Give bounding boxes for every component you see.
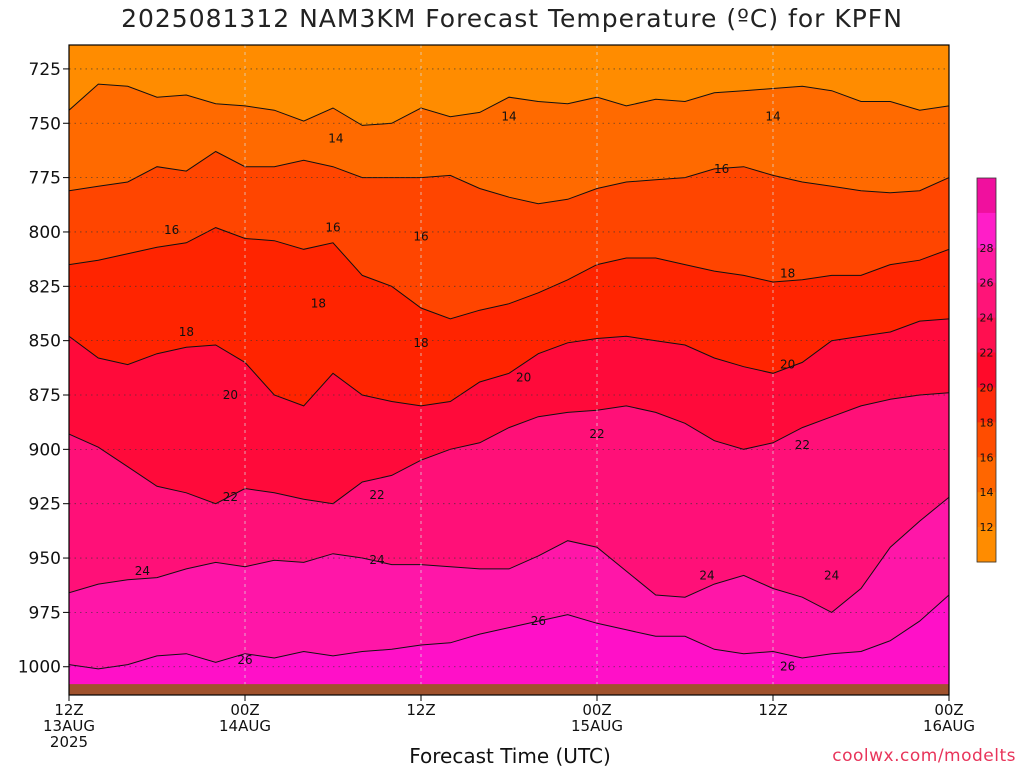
contour-label: 16	[413, 229, 428, 243]
colorbar-tick-label: 12	[980, 521, 994, 534]
contour-label: 22	[223, 490, 238, 504]
plot-frame	[68, 44, 950, 696]
temperature-band	[69, 595, 949, 695]
contour-label: 18	[413, 336, 428, 350]
contour-label: 20	[223, 388, 238, 402]
colorbar-swatch	[977, 457, 996, 493]
x-tick-label: 13AUG	[43, 717, 95, 735]
isotherm-22	[69, 392, 949, 505]
colorbar-swatch	[977, 212, 996, 249]
colorbar-swatch	[977, 492, 996, 528]
colorbar-tick-label: 24	[980, 312, 994, 325]
x-tick-label: 00Z	[230, 701, 259, 719]
colorbar-tick-label: 26	[980, 277, 994, 290]
colorbar-swatch	[977, 178, 996, 214]
isotherm-18	[69, 227, 949, 320]
contour-labels: 14 14 14 16 16 16 16 18 18 18 18 20 20 20 22 22 22 22 24 24…	[135, 110, 840, 674]
terrain-ground	[69, 684, 949, 695]
x-tick-label: 00Z	[582, 701, 611, 719]
terrain-layer	[69, 684, 949, 695]
contour-label: 24	[369, 553, 384, 567]
colorbar-swatch	[977, 527, 996, 563]
chart-title: 2025081312 NAM3KM Forecast Temperature (…	[121, 4, 903, 33]
y-tick-label: 1000	[18, 658, 61, 678]
x-axis-label: Forecast Time (UTC)	[409, 744, 611, 768]
y-tick-label: 725	[29, 60, 61, 80]
temperature-bands	[69, 45, 949, 695]
contour-label: 14	[501, 110, 516, 124]
isotherm-26	[69, 594, 949, 670]
x-tick-label: 12Z	[406, 701, 435, 719]
contour-label: 16	[325, 221, 340, 235]
x-tick-label: 12Z	[54, 701, 83, 719]
isotherm-14	[69, 83, 949, 126]
x-tick-label: 14AUG	[219, 717, 271, 735]
colorbar-swatch	[977, 352, 996, 388]
colorbar-tick-label: 22	[980, 347, 994, 360]
contour-label: 16	[714, 162, 729, 176]
y-tick-label: 975	[29, 603, 61, 623]
x-tick-label: 12Z	[758, 701, 787, 719]
y-axis: 725 750 775 800 825 850 875 900 925 950 975 1000	[18, 60, 69, 678]
colorbar-tick-label: 18	[980, 416, 994, 429]
y-tick-label: 925	[29, 495, 61, 515]
isotherm-lines	[69, 83, 949, 670]
temperature-band	[69, 318, 949, 504]
colorbar-tick-label: 20	[980, 381, 994, 394]
colorbar-swatch	[977, 282, 996, 319]
y-tick-label: 750	[29, 114, 61, 134]
credit-text[interactable]: coolwx.com/modelts	[832, 746, 1016, 766]
colorbar-frame	[976, 177, 997, 563]
y-tick-label: 900	[29, 440, 61, 460]
colorbar-tick-label: 14	[980, 486, 994, 499]
isotherm-24	[69, 496, 949, 613]
colorbar-tick-label: 16	[980, 451, 994, 464]
y-tick-label: 825	[29, 277, 61, 297]
temperature-band	[69, 392, 949, 613]
contour-label: 26	[780, 660, 795, 674]
colorbar-swatch	[977, 422, 996, 458]
y-tick-label: 850	[29, 332, 61, 352]
temperature-band	[69, 84, 949, 204]
contour-label: 18	[179, 325, 194, 339]
contour-label: 20	[780, 358, 795, 372]
y-tick-label: 775	[29, 169, 61, 189]
colorbar-swatch	[977, 387, 996, 423]
y-tick-label: 950	[29, 549, 61, 569]
contour-label: 24	[824, 568, 839, 582]
contour-label: 26	[237, 653, 252, 667]
colorbar-swatch	[977, 247, 996, 284]
contour-label: 22	[589, 427, 604, 441]
temperature-band	[69, 151, 949, 319]
y-tick-label: 875	[29, 386, 61, 406]
x-tick-label: 00Z	[934, 701, 963, 719]
temperature-band	[69, 497, 949, 669]
temperature-band	[69, 45, 949, 126]
contour-label: 14	[328, 131, 343, 145]
contour-label: 18	[780, 266, 795, 280]
isotherm-20	[69, 318, 949, 407]
contour-label: 20	[516, 371, 531, 385]
colorbar-tick-label: 28	[980, 242, 994, 255]
contour-label: 24	[135, 564, 150, 578]
contour-label: 14	[765, 110, 780, 124]
contour-label: 22	[369, 488, 384, 502]
x-tick-label: 16AUG	[923, 717, 975, 735]
contour-label: 18	[311, 297, 326, 311]
contour-label: 16	[164, 223, 179, 237]
y-tick-label: 800	[29, 223, 61, 243]
temperature-band	[69, 227, 949, 406]
contour-label: 22	[795, 438, 810, 452]
isotherm-16	[69, 150, 949, 205]
contour-label: 24	[699, 568, 714, 582]
x-tick-label: 15AUG	[571, 717, 623, 735]
contour-label: 26	[531, 614, 546, 628]
x-tick-label: 2025	[50, 733, 88, 751]
colorbar-swatch	[977, 317, 996, 354]
colorbar-legend: 12 14 16 18 20 22 24 26 28	[976, 177, 997, 563]
